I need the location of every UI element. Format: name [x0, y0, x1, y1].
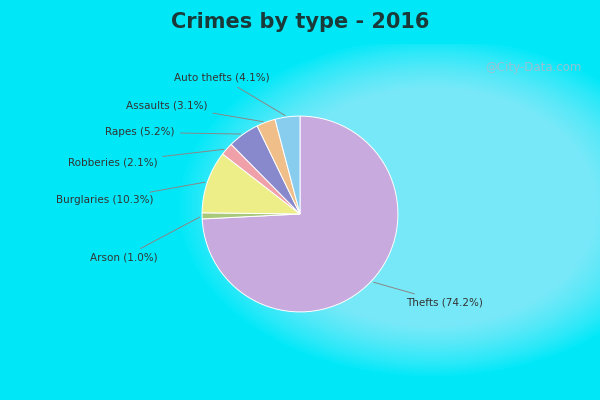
Wedge shape — [202, 213, 300, 219]
Text: Thefts (74.2%): Thefts (74.2%) — [374, 282, 483, 307]
Text: Burglaries (10.3%): Burglaries (10.3%) — [56, 182, 205, 206]
Text: Arson (1.0%): Arson (1.0%) — [89, 217, 200, 262]
Wedge shape — [275, 116, 300, 214]
Wedge shape — [223, 144, 300, 214]
Text: Assaults (3.1%): Assaults (3.1%) — [126, 100, 263, 122]
Text: Rapes (5.2%): Rapes (5.2%) — [106, 127, 241, 137]
Wedge shape — [202, 116, 398, 312]
Wedge shape — [257, 119, 300, 214]
Wedge shape — [231, 126, 300, 214]
Text: Robberies (2.1%): Robberies (2.1%) — [68, 149, 224, 167]
Text: Auto thefts (4.1%): Auto thefts (4.1%) — [175, 73, 285, 116]
Wedge shape — [202, 154, 300, 214]
Text: @City-Data.com: @City-Data.com — [485, 61, 582, 74]
Text: Crimes by type - 2016: Crimes by type - 2016 — [171, 12, 429, 32]
